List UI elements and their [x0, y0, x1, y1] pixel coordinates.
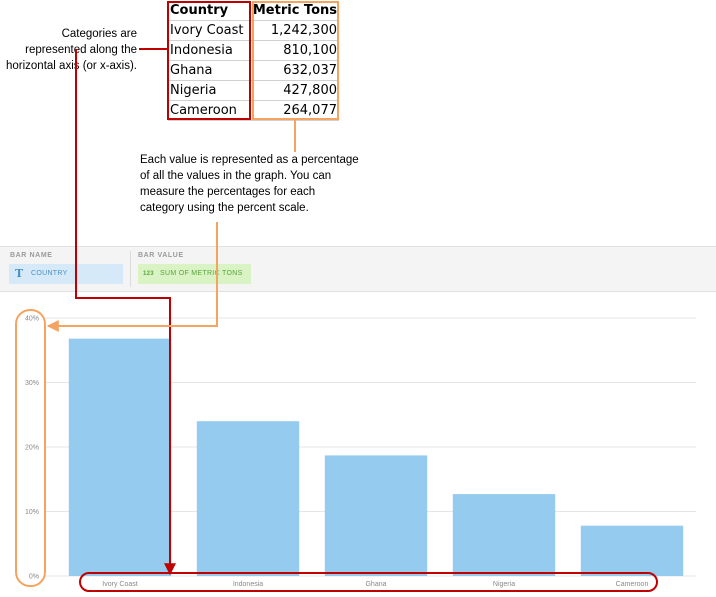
values-note-line: of all the values in the graph. You can [140, 170, 332, 182]
bar-ghana[interactable] [324, 455, 428, 576]
table-cell-tons: 264,077 [249, 100, 339, 121]
table-row: Ghana 632,037 [168, 60, 339, 81]
text-field-icon: T [15, 267, 24, 280]
x-axis-highlight [79, 572, 658, 592]
categories-axis-arrow [75, 49, 176, 576]
categories-note-line: represented along the [25, 44, 137, 56]
x-category-label: Ghana [365, 581, 386, 588]
table-cell-tons: 810,100 [249, 40, 339, 61]
table-cell-country: Nigeria [168, 80, 250, 101]
numeric-field-icon: 123 [143, 271, 154, 277]
field-wells: BAR NAME T COUNTRY BAR VALUE 123 SUM OF … [0, 246, 716, 292]
values-note-line: Each value is represented as a percentag… [140, 154, 359, 166]
y-tick-label: 0% [29, 574, 39, 581]
y-tick-label: 30% [25, 380, 39, 387]
bar-name-well-label: BAR NAME [10, 252, 53, 259]
values-note-line: measure the percentages for each [140, 186, 316, 198]
values-note-line: category using the percent scale. [140, 202, 309, 214]
bar-ivory-coast[interactable] [68, 338, 172, 576]
table-header-row: Country Metric Tons [168, 1, 339, 21]
table-cell-tons: 427,800 [249, 80, 339, 101]
y-tick-label: 20% [25, 445, 39, 452]
data-table: Country Metric Tons Ivory Coast 1,242,30… [168, 1, 339, 121]
bar-value-well-label: BAR VALUE [138, 252, 184, 259]
y-axis-highlight [15, 309, 46, 587]
x-category-label: Ivory Coast [102, 581, 137, 588]
metric-tons-column-header: Metric Tons [249, 1, 339, 21]
table-cell-country: Indonesia [168, 40, 250, 61]
table-cell-country: Ghana [168, 60, 250, 81]
well-divider [130, 251, 131, 287]
country-field-pill[interactable]: T COUNTRY [9, 264, 123, 284]
table-row: Ivory Coast 1,242,300 [168, 20, 339, 41]
values-axis-arrow [46, 222, 218, 332]
categories-note: Categories are represented along the hor… [2, 26, 137, 74]
table-cell-tons: 632,037 [249, 60, 339, 81]
country-column-highlight [167, 1, 251, 120]
y-tick-label: 40% [25, 316, 39, 323]
metric-tons-field-label: SUM OF METRIC TONS [160, 270, 243, 277]
metric-tons-column-highlight [252, 1, 339, 120]
bar-indonesia[interactable] [196, 421, 300, 576]
country-field-label: COUNTRY [31, 270, 68, 277]
x-category-label: Cameroon [616, 581, 649, 588]
bar-cameroon[interactable] [580, 525, 684, 576]
x-category-label: Indonesia [233, 581, 263, 588]
y-tick-label: 10% [25, 509, 39, 516]
categories-note-line: horizontal axis (or x-axis). [5, 60, 137, 72]
categories-note-line: Categories are [61, 28, 137, 40]
country-column-header: Country [168, 1, 250, 21]
table-row: Cameroon 264,077 [168, 100, 339, 121]
values-note: Each value is represented as a percentag… [140, 152, 390, 216]
table-cell-country: Ivory Coast [168, 20, 250, 41]
table-row: Indonesia 810,100 [168, 40, 339, 61]
table-cell-tons: 1,242,300 [249, 20, 339, 41]
x-category-label: Nigeria [493, 581, 515, 588]
table-cell-country: Cameroon [168, 100, 250, 121]
bar-nigeria[interactable] [452, 494, 556, 576]
table-row: Nigeria 427,800 [168, 80, 339, 101]
metric-tons-field-pill[interactable]: 123 SUM OF METRIC TONS [138, 264, 251, 284]
